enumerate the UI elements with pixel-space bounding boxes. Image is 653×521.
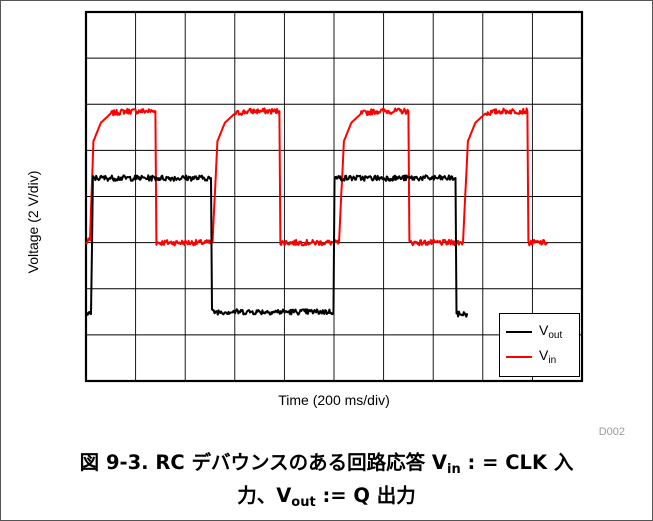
caption-line-2-suffix: := Q 出力 — [315, 484, 416, 507]
legend-swatch-vout — [506, 331, 532, 333]
legend-item-vout: Vout — [506, 322, 578, 342]
trace-vout — [85, 174, 469, 318]
legend-item-vin: Vin — [506, 347, 578, 367]
caption-line-1: 図 9-3. RC デバウンスのある回路応答 Vin : = CLK 入 — [0, 446, 653, 479]
caption-line-1-prefix: 図 9-3. RC デバウンスのある回路応答 V — [79, 451, 447, 474]
legend-label-vin-main: V — [539, 347, 549, 363]
caption-line-2: 力、Vout := Q 出力 — [0, 479, 653, 512]
figure-caption: 図 9-3. RC デバウンスのある回路応答 Vin : = CLK 入 力、V… — [0, 446, 653, 512]
legend: Vout Vin — [499, 313, 580, 377]
trace-vin — [85, 107, 549, 247]
y-axis-label: Voltage (2 V/div) — [25, 170, 41, 274]
legend-label-vout-sub: out — [548, 330, 563, 341]
legend-label-vout-main: V — [539, 322, 549, 338]
traces — [85, 107, 549, 318]
figure-code: D002 — [598, 426, 625, 438]
x-axis-label: Time (200 ms/div) — [278, 392, 390, 408]
caption-line-1-suffix: : = CLK 入 — [460, 451, 574, 474]
caption-line-1-sub: in — [446, 462, 461, 477]
caption-line-2-sub: out — [291, 495, 316, 510]
legend-label-vin-sub: in — [548, 355, 557, 366]
caption-line-2-prefix: 力、V — [237, 484, 292, 507]
legend-label-vin: Vin — [539, 347, 557, 366]
legend-label-vout: Vout — [539, 322, 563, 341]
legend-swatch-vin — [506, 356, 532, 358]
